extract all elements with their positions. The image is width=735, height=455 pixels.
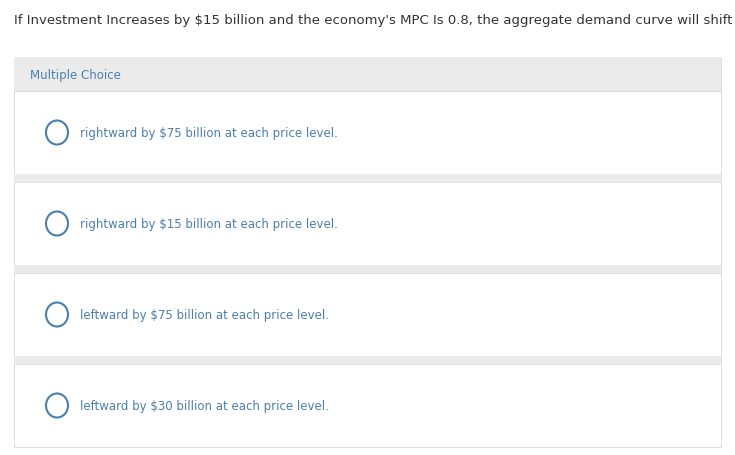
Text: rightward by $15 billion at each price level.: rightward by $15 billion at each price l…: [80, 217, 338, 231]
Text: If Investment Increases by $15 billion and the economy's MPC Is 0.8, the aggrega: If Investment Increases by $15 billion a…: [14, 14, 732, 27]
Bar: [14, 364, 721, 447]
Text: leftward by $30 billion at each price level.: leftward by $30 billion at each price le…: [80, 399, 329, 412]
Bar: [14, 92, 721, 175]
Text: rightward by $75 billion at each price level.: rightward by $75 billion at each price l…: [80, 127, 338, 140]
Text: leftward by $75 billion at each price level.: leftward by $75 billion at each price le…: [80, 308, 329, 321]
Text: Multiple Choice: Multiple Choice: [30, 68, 121, 81]
Ellipse shape: [46, 303, 68, 327]
Bar: [14, 182, 721, 265]
Ellipse shape: [46, 394, 68, 418]
Bar: [14, 265, 721, 273]
Bar: [14, 58, 721, 92]
Ellipse shape: [46, 121, 68, 145]
Ellipse shape: [46, 212, 68, 236]
Bar: [14, 273, 721, 356]
Bar: [14, 356, 721, 364]
Bar: [14, 175, 721, 182]
Bar: [14, 58, 721, 447]
